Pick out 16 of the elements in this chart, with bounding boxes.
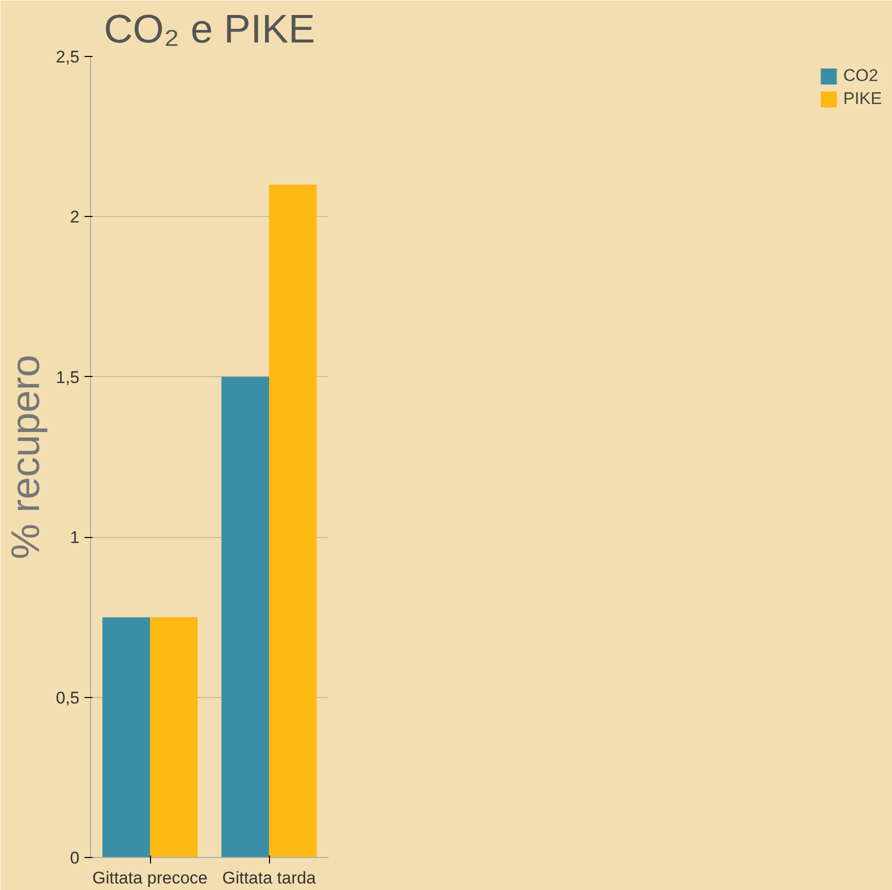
y-tick-label: 2,5 xyxy=(56,48,80,66)
y-axis-title: % recupero xyxy=(4,354,48,560)
bar xyxy=(221,376,269,858)
bar xyxy=(269,184,317,858)
y-tick-label: 1 xyxy=(70,528,80,548)
bar xyxy=(102,617,150,858)
chart-title: CO₂ e PIKE xyxy=(104,8,316,52)
y-tick-label: 1,5 xyxy=(56,368,80,387)
bar xyxy=(150,617,198,858)
y-tick-label: 0 xyxy=(70,848,80,868)
y-tick-label: 2 xyxy=(70,208,80,227)
legend-label: CO2 xyxy=(843,66,878,86)
legend-label: PIKE xyxy=(843,89,882,109)
y-tick-label: 0,5 xyxy=(56,688,80,708)
x-tick-label: Gittata tarda xyxy=(222,868,316,888)
x-tick-label: Gittata precoce xyxy=(92,868,208,888)
